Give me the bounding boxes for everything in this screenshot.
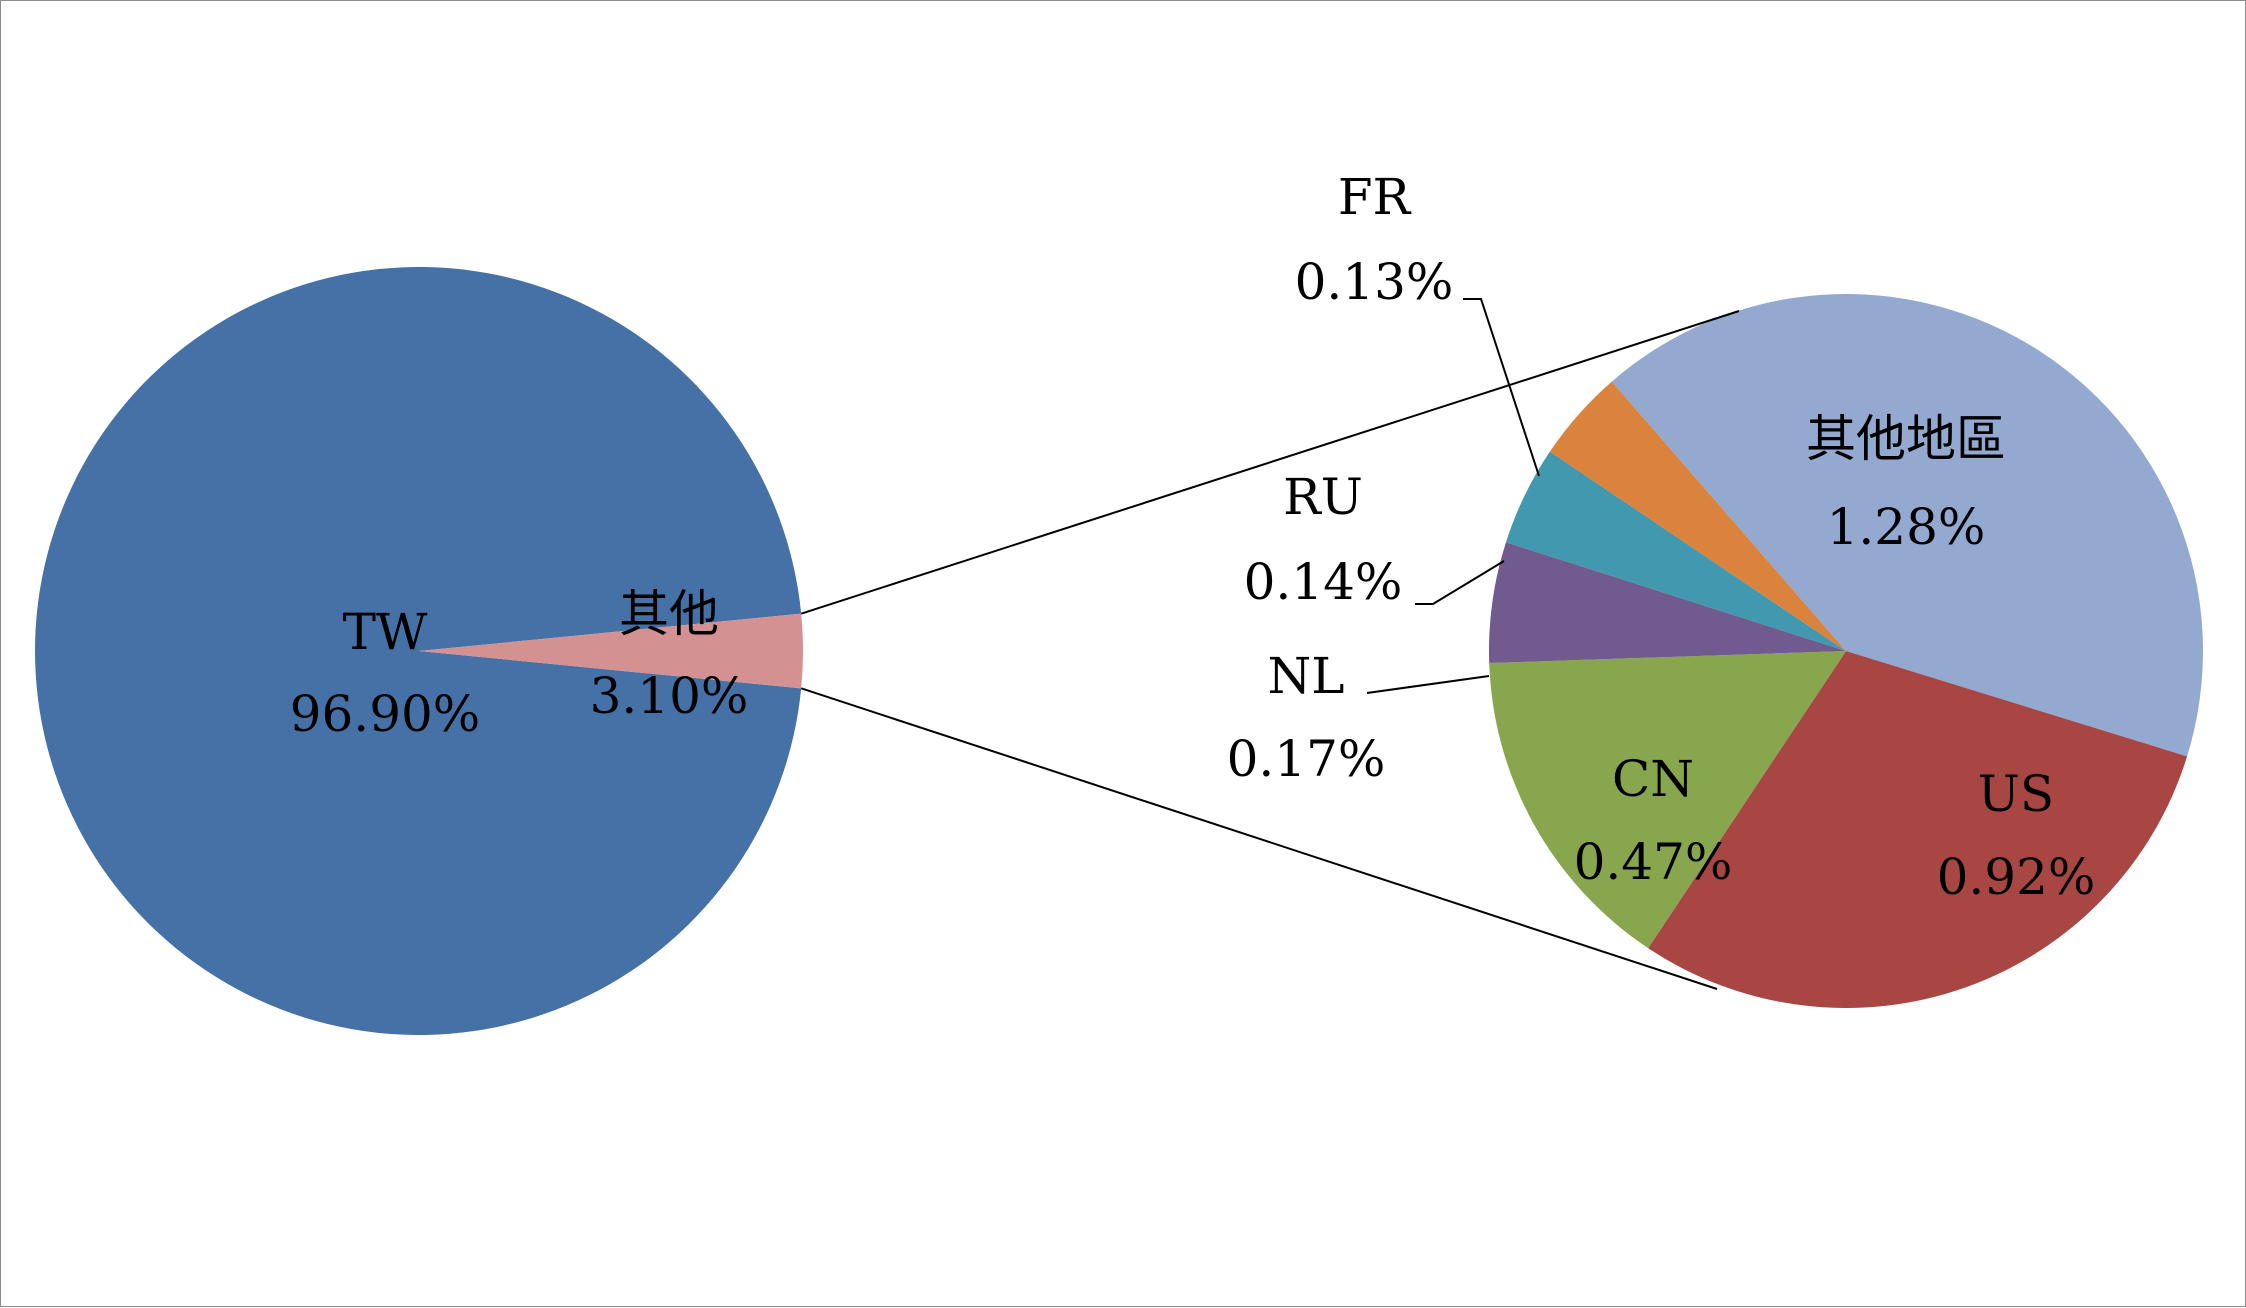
label-cn-value: 0.47% [1574,833,1733,891]
leader-line-fr [1463,298,1540,477]
label-ru-value: 0.14% [1244,553,1403,611]
main-pie-slice-tw [34,267,802,1035]
leader-line-ru [1415,560,1505,605]
connector-line-top [800,310,1740,615]
label-slice-0-name: 其他地區 [1806,410,2006,468]
label-slice-0-value: 1.28% [1827,498,1986,556]
secondary-pie-slice-ru [1505,451,1846,651]
label-other-name: 其他 [619,585,719,643]
label-us-value: 0.92% [1937,848,2096,906]
label-nl-value: 0.17% [1227,730,1386,788]
label-nl-name: NL [1268,647,1345,705]
secondary-pie-slice-cn [1489,651,1846,949]
connector-line-bottom [800,687,1718,990]
label-other-value: 3.10% [590,667,749,725]
label-cn-name: CN [1612,750,1694,808]
label-us-name: US [1978,765,2054,823]
secondary-pie-slice-slice-0 [1611,294,2203,757]
main-pie-slice-slice-1 [419,613,803,689]
label-tw-value: 96.90% [290,685,481,743]
secondary-pie-slice-us [1648,651,2188,1008]
label-fr-name: FR [1338,168,1412,226]
secondary-pie-slice-nl [1488,542,1846,664]
secondary-pie-slice-fr [1549,381,1846,651]
label-ru-name: RU [1283,468,1363,526]
leader-line-nl [1366,675,1490,694]
label-tw-name: TW [343,603,428,661]
label-fr-value: 0.13% [1295,253,1454,311]
